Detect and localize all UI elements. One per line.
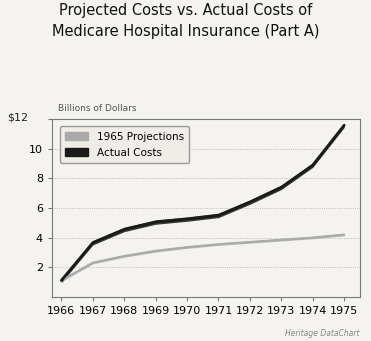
Text: Heritage DataChart: Heritage DataChart [285, 329, 360, 338]
Text: Billions of Dollars: Billions of Dollars [58, 104, 136, 113]
Legend: 1965 Projections, Actual Costs: 1965 Projections, Actual Costs [60, 126, 189, 163]
Text: Projected Costs vs. Actual Costs of: Projected Costs vs. Actual Costs of [59, 3, 312, 18]
Text: $12: $12 [7, 113, 29, 123]
Text: Medicare Hospital Insurance (Part A): Medicare Hospital Insurance (Part A) [52, 24, 319, 39]
